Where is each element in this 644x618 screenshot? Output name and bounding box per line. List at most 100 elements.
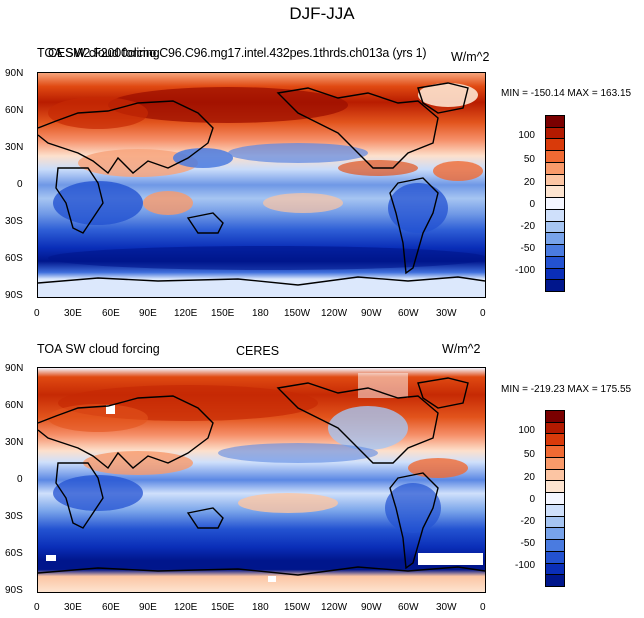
p1-lon-150e: 150E <box>211 308 235 319</box>
p1-cb-50: 50 <box>523 154 535 165</box>
panel2-map <box>37 367 486 593</box>
p1-cb-20: 20 <box>523 177 535 188</box>
colorbar-swatch <box>546 411 564 422</box>
p2-lon-150w: 150W <box>284 602 311 613</box>
panel1-min-max: MIN = -150.14 MAX = 163.15 <box>501 88 632 99</box>
p1-lat-90s: 90S <box>5 290 23 301</box>
panel1-case-title: CESM2.F2000climo.C96.C96.mg17.intel.432p… <box>48 46 427 60</box>
p2-cb-20: 20 <box>523 472 535 483</box>
colorbar-swatch <box>546 138 564 151</box>
panel2-coastlines <box>38 377 485 576</box>
p1-cb-0: 0 <box>529 199 535 210</box>
colorbar-swatch <box>546 232 564 245</box>
colorbar-swatch <box>546 445 564 457</box>
colorbar-swatch <box>546 220 564 233</box>
p1-lon-150w: 150W <box>284 308 311 319</box>
p2-cb-neg100: -100 <box>514 560 535 571</box>
p2-lon-180: 180 <box>252 602 269 613</box>
p1-lat-90n: 90N <box>5 68 24 79</box>
panel1-left-title: TOA SW cloud forcing <box>37 46 160 60</box>
panel1-map-svg <box>38 73 485 297</box>
p1-lat-30s: 30S <box>5 216 23 227</box>
p2-lon-90e: 90E <box>139 602 157 613</box>
colorbar-swatch <box>546 255 564 268</box>
p1-lat-30n: 30N <box>5 142 24 153</box>
p1-lon-30e: 30E <box>64 308 82 319</box>
p2-lon-30e: 30E <box>64 602 82 613</box>
p1-lon-90e: 90E <box>139 308 157 319</box>
colorbar-swatch <box>546 515 564 528</box>
p2-cb-0: 0 <box>529 494 535 505</box>
colorbar-swatch <box>546 527 564 540</box>
colorbar-swatch <box>546 468 564 481</box>
p2-lat-60n: 60N <box>5 400 24 411</box>
p1-lon-120e: 120E <box>174 308 198 319</box>
p1-lon-0-end: 0 <box>480 308 486 319</box>
colorbar-swatch <box>546 279 564 292</box>
p2-lat-60s: 60S <box>5 548 23 559</box>
panel2-center-title: CERES <box>236 344 280 358</box>
panel1-coastlines <box>38 82 485 286</box>
p1-lat-60n: 60N <box>5 105 24 116</box>
p2-lon-120w: 120W <box>321 602 348 613</box>
colorbar-swatch <box>546 116 564 127</box>
p1-cb-neg20: -20 <box>520 221 535 232</box>
p2-cb-100: 100 <box>518 425 535 436</box>
p1-lon-60e: 60E <box>102 308 120 319</box>
p2-lon-60e: 60E <box>102 602 120 613</box>
colorbar-swatch <box>546 150 564 162</box>
panel1-units: W/m^2 <box>451 50 490 64</box>
figure-title: DJF-JJA <box>289 4 355 23</box>
p2-cb-50: 50 <box>523 449 535 460</box>
p1-lat-60s: 60S <box>5 253 23 264</box>
p2-lon-150e: 150E <box>211 602 235 613</box>
p2-cb-neg50: -50 <box>520 538 535 549</box>
p2-lon-0-end: 0 <box>480 602 486 613</box>
p1-lon-180: 180 <box>252 308 269 319</box>
p2-lat-30n: 30N <box>5 437 24 448</box>
colorbar-swatch <box>546 503 564 516</box>
colorbar-swatch <box>546 562 564 575</box>
p2-lat-90s: 90S <box>5 585 23 596</box>
colorbar-swatch <box>546 421 564 434</box>
p1-lon-120w: 120W <box>321 308 348 319</box>
p2-cb-neg20: -20 <box>520 516 535 527</box>
p2-lat-90n: 90N <box>5 363 24 374</box>
colorbar-swatch <box>546 197 564 209</box>
p2-lon-30w: 30W <box>436 602 457 613</box>
panel1-colorbar <box>545 115 565 292</box>
p2-lat-30s: 30S <box>5 511 23 522</box>
colorbar-swatch <box>546 492 564 504</box>
p1-lon-90w: 90W <box>361 308 382 319</box>
p1-lat-0: 0 <box>17 179 23 190</box>
p1-lon-30w: 30W <box>436 308 457 319</box>
p2-lon-90w: 90W <box>361 602 382 613</box>
colorbar-swatch <box>546 185 564 198</box>
colorbar-swatch <box>546 126 564 139</box>
colorbar-swatch <box>546 480 564 493</box>
p2-lat-0: 0 <box>17 474 23 485</box>
colorbar-swatch <box>546 161 564 174</box>
colorbar-swatch <box>546 456 564 469</box>
p1-lon-0: 0 <box>34 308 40 319</box>
p1-cb-neg100: -100 <box>514 265 535 276</box>
colorbar-swatch <box>546 433 564 446</box>
p1-cb-neg50: -50 <box>520 243 535 254</box>
colorbar-swatch <box>546 550 564 563</box>
panel2-units: W/m^2 <box>442 342 481 356</box>
colorbar-swatch <box>546 244 564 256</box>
p1-cb-100: 100 <box>518 130 535 141</box>
colorbar-swatch <box>546 539 564 551</box>
p1-lon-60w: 60W <box>398 308 419 319</box>
p2-lon-60w: 60W <box>398 602 419 613</box>
panel2-map-svg <box>38 368 485 592</box>
colorbar-swatch <box>546 574 564 587</box>
panel2-min-max: MIN = -219.23 MAX = 175.55 <box>501 384 632 395</box>
panel2-left-title: TOA SW cloud forcing <box>37 342 160 356</box>
colorbar-swatch <box>546 208 564 221</box>
colorbar-swatch <box>546 173 564 186</box>
colorbar-swatch <box>546 267 564 280</box>
p2-lon-0: 0 <box>34 602 40 613</box>
panel1-map <box>37 72 486 298</box>
p2-lon-120e: 120E <box>174 602 198 613</box>
